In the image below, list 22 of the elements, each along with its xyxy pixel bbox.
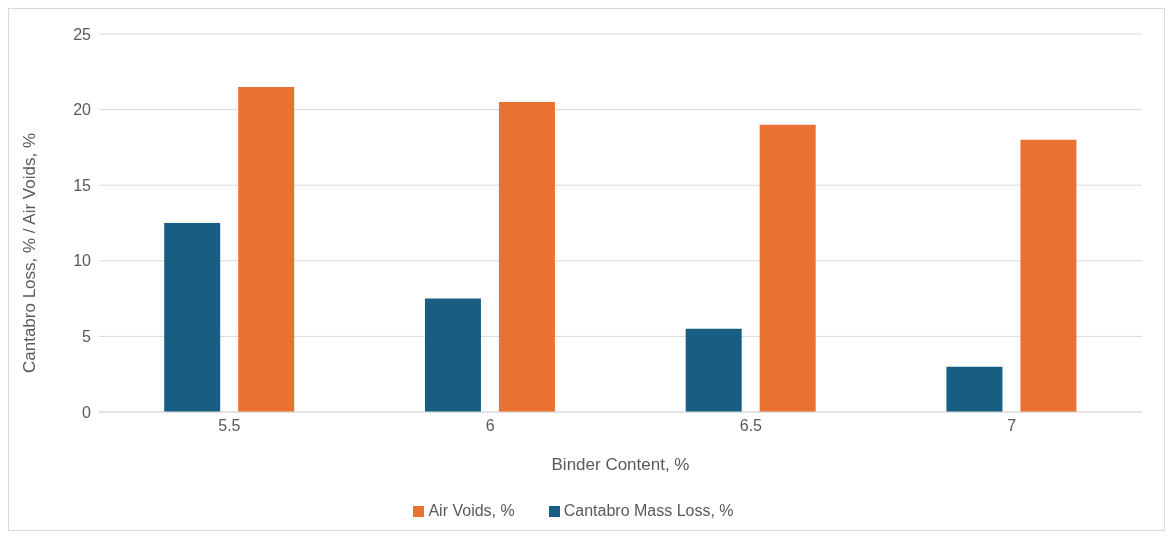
legend-label: Cantabro Mass Loss, % — [563, 502, 734, 519]
bar — [759, 124, 816, 412]
bar — [164, 223, 221, 412]
x-tick-label: 6 — [485, 417, 495, 435]
x-tick-label: 6.5 — [739, 417, 763, 435]
x-tick-label: 5.5 — [218, 417, 241, 435]
y-axis-title: Cantabro Loss, % / Air Voids, % — [20, 132, 40, 373]
bar — [238, 86, 295, 412]
bar — [685, 328, 742, 412]
y-tick-label: 25 — [73, 25, 92, 43]
bar — [424, 298, 481, 412]
y-tick-label: 15 — [73, 176, 92, 194]
bar — [946, 366, 1003, 412]
y-tick-label: 20 — [73, 101, 92, 119]
x-tick-label: 7 — [1007, 417, 1017, 435]
y-tick-label: 5 — [82, 328, 92, 346]
y-tick-label: 0 — [82, 403, 92, 421]
bar — [498, 102, 555, 412]
legend-label: Air Voids, % — [428, 502, 515, 519]
bar — [1020, 139, 1077, 412]
y-tick-label: 10 — [73, 252, 92, 270]
x-axis-title: Binder Content, % — [551, 455, 690, 474]
